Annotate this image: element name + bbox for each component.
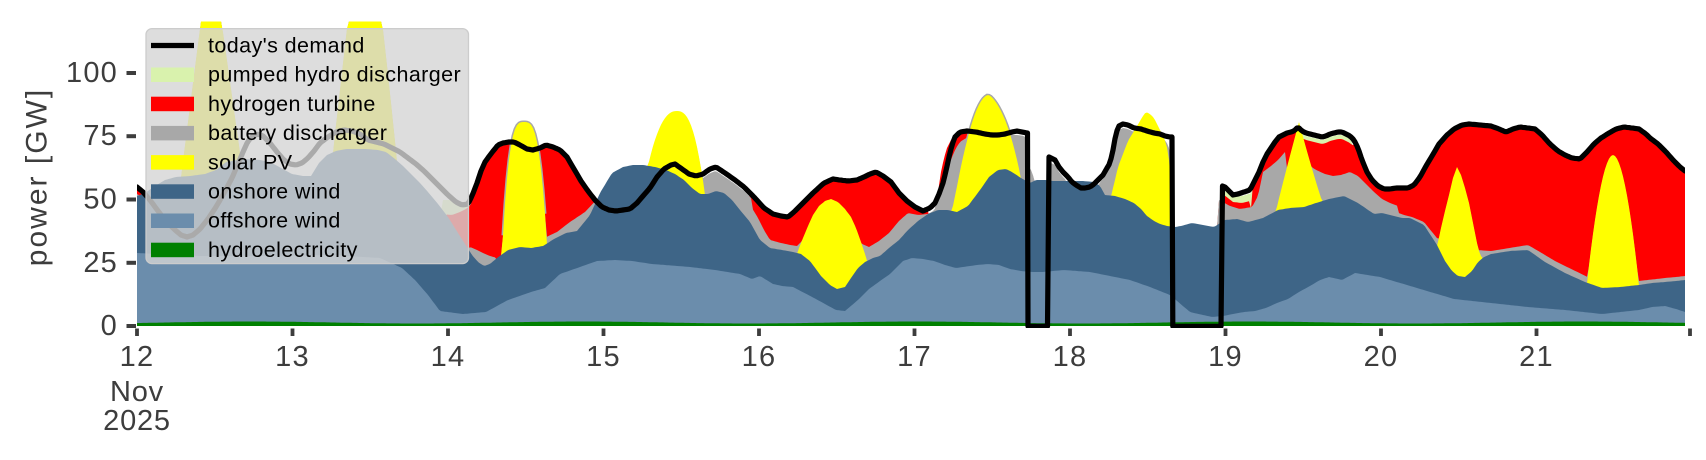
- svg-text:solar PV: solar PV: [208, 150, 293, 174]
- svg-text:today's demand: today's demand: [208, 34, 365, 58]
- svg-text:25: 25: [83, 247, 118, 279]
- svg-text:18: 18: [1053, 341, 1088, 373]
- svg-text:2025: 2025: [103, 405, 171, 437]
- svg-text:Nov: Nov: [110, 376, 164, 408]
- svg-text:16: 16: [742, 341, 777, 373]
- svg-text:hydroelectricity: hydroelectricity: [208, 238, 358, 262]
- svg-text:75: 75: [83, 120, 118, 152]
- svg-text:0: 0: [101, 310, 118, 342]
- svg-text:50: 50: [83, 184, 118, 216]
- svg-text:battery discharger: battery discharger: [208, 121, 387, 145]
- svg-text:100: 100: [66, 57, 118, 89]
- svg-text:19: 19: [1208, 341, 1243, 373]
- svg-text:15: 15: [586, 341, 621, 373]
- svg-text:hydrogen turbine: hydrogen turbine: [208, 92, 376, 116]
- svg-text:17: 17: [897, 341, 932, 373]
- svg-text:14: 14: [431, 341, 466, 373]
- svg-text:21: 21: [1519, 341, 1554, 373]
- svg-text:power [GW]: power [GW]: [21, 88, 54, 266]
- svg-text:12: 12: [120, 341, 155, 373]
- svg-text:20: 20: [1364, 341, 1399, 373]
- svg-text:onshore wind: onshore wind: [208, 180, 341, 204]
- svg-text:pumped hydro discharger: pumped hydro discharger: [208, 63, 461, 87]
- svg-text:offshore wind: offshore wind: [208, 209, 341, 233]
- svg-text:13: 13: [275, 341, 310, 373]
